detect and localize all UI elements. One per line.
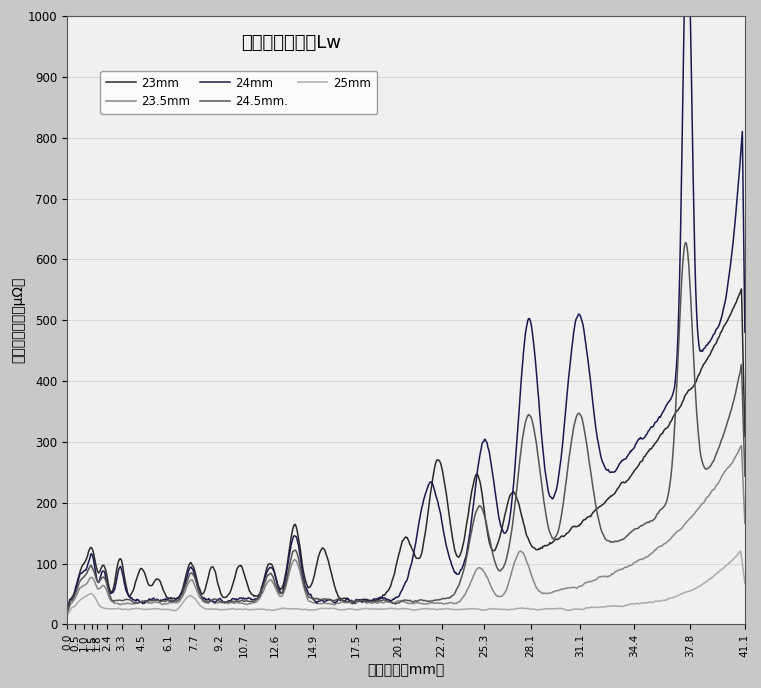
24.5mm. (456, 575, 465, 583)
25mm (495, 605, 504, 614)
23mm (646, 445, 655, 453)
24mm (577, 314, 586, 323)
23mm (62, 606, 72, 614)
23mm (474, 473, 483, 482)
25mm (62, 611, 72, 619)
24.5mm. (681, 239, 690, 247)
24.5mm. (577, 412, 586, 420)
Line: 23.5mm: 23.5mm (67, 446, 745, 613)
24.5mm. (740, 472, 750, 480)
Text: 静弧触头外直径Lw: 静弧触头外直径Lw (241, 34, 341, 52)
24mm (456, 566, 465, 574)
24mm (62, 606, 72, 614)
25mm (740, 579, 750, 588)
24.5mm. (646, 517, 655, 525)
24mm (740, 328, 750, 336)
23.5mm (737, 442, 746, 450)
X-axis label: 接触行程（mm）: 接触行程（mm） (368, 663, 444, 677)
Y-axis label: 动态接触电阻（μΩ）: 动态接触电阻（μΩ） (11, 277, 25, 363)
23.5mm (740, 519, 750, 528)
24mm (104, 586, 113, 594)
25mm (456, 605, 465, 614)
25mm (104, 605, 113, 613)
23.5mm (104, 592, 113, 601)
24.5mm. (62, 608, 72, 616)
23mm (577, 519, 586, 528)
23mm (740, 432, 750, 440)
24mm (474, 460, 483, 468)
23mm (495, 536, 504, 544)
24.5mm. (104, 588, 113, 596)
Legend: 23mm, 23.5mm, 24mm, 24.5mm., 25mm: 23mm, 23.5mm, 24mm, 24.5mm., 25mm (100, 71, 377, 114)
23.5mm (62, 609, 72, 617)
Line: 25mm: 25mm (67, 551, 745, 615)
Line: 24mm: 24mm (67, 0, 745, 610)
24mm (646, 423, 655, 431)
23.5mm (646, 550, 655, 558)
24mm (495, 514, 504, 522)
24.5mm. (495, 566, 504, 574)
24.5mm. (474, 503, 483, 511)
23.5mm (577, 582, 586, 590)
25mm (577, 605, 586, 614)
23mm (104, 582, 113, 590)
23.5mm (474, 563, 483, 572)
23mm (737, 285, 746, 293)
Line: 23mm: 23mm (67, 289, 745, 610)
Line: 24.5mm.: 24.5mm. (67, 243, 745, 612)
25mm (646, 598, 655, 606)
23.5mm (456, 596, 465, 604)
25mm (474, 605, 483, 613)
23.5mm (495, 592, 504, 601)
25mm (736, 547, 745, 555)
23mm (456, 549, 465, 557)
